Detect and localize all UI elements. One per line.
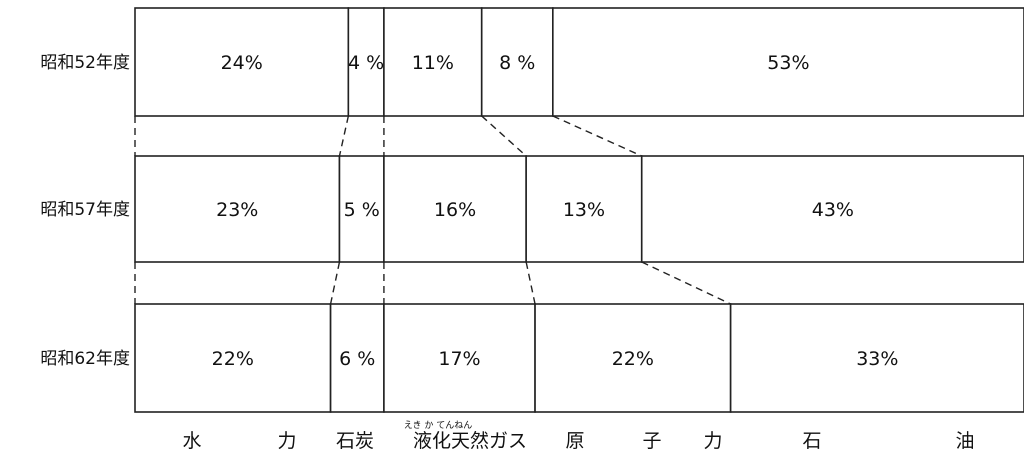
data-label: 24%: [221, 52, 263, 74]
category-label: 原: [565, 430, 584, 452]
category-label: 液化天然ガス: [413, 430, 527, 452]
category-label: 石: [802, 430, 821, 452]
data-label: 5 %: [344, 199, 380, 221]
category-label: 力: [277, 430, 296, 452]
bar-segment: [383, 155, 527, 263]
bar-segment: [134, 155, 341, 263]
data-label: 23%: [216, 199, 258, 221]
row-label: 昭和57年度: [40, 200, 130, 220]
data-label: 22%: [612, 348, 654, 370]
connector-line: [481, 115, 527, 157]
bar-segment: [134, 303, 332, 413]
category-label: 油: [955, 430, 974, 452]
category-label: 石炭: [336, 430, 374, 452]
connector-line: [338, 115, 350, 157]
bar-segment: [383, 303, 536, 413]
data-label: 8 %: [499, 52, 535, 74]
connector-line: [641, 261, 731, 305]
data-label: 13%: [563, 199, 605, 221]
data-label: 53%: [767, 52, 809, 74]
row-label: 昭和52年度: [40, 53, 130, 73]
connector-line: [525, 261, 536, 305]
connector-line: [552, 115, 643, 157]
category-label: 水: [182, 430, 201, 452]
data-label: 43%: [812, 199, 854, 221]
bar-segment: [729, 303, 1024, 413]
data-label: 6 %: [339, 348, 375, 370]
bar-segment: [640, 155, 1024, 263]
bar-segment: [552, 7, 1024, 117]
data-label: 11%: [412, 52, 454, 74]
connector-line: [329, 261, 341, 305]
data-label: 22%: [212, 348, 254, 370]
bar-segment: [480, 7, 554, 117]
category-label: 力: [703, 430, 722, 452]
bar-segment: [534, 303, 732, 413]
category-label: 子: [642, 430, 661, 452]
data-label: 17%: [438, 348, 480, 370]
bar-segment: [347, 7, 385, 117]
ruby-label: えき か てんねん: [404, 420, 472, 431]
bar-segment: [134, 7, 350, 117]
data-label: 16%: [434, 199, 476, 221]
bar-segment: [525, 155, 643, 263]
data-label: 4 %: [348, 52, 384, 74]
row-label: 昭和62年度: [40, 349, 130, 369]
data-label: 33%: [856, 348, 898, 370]
